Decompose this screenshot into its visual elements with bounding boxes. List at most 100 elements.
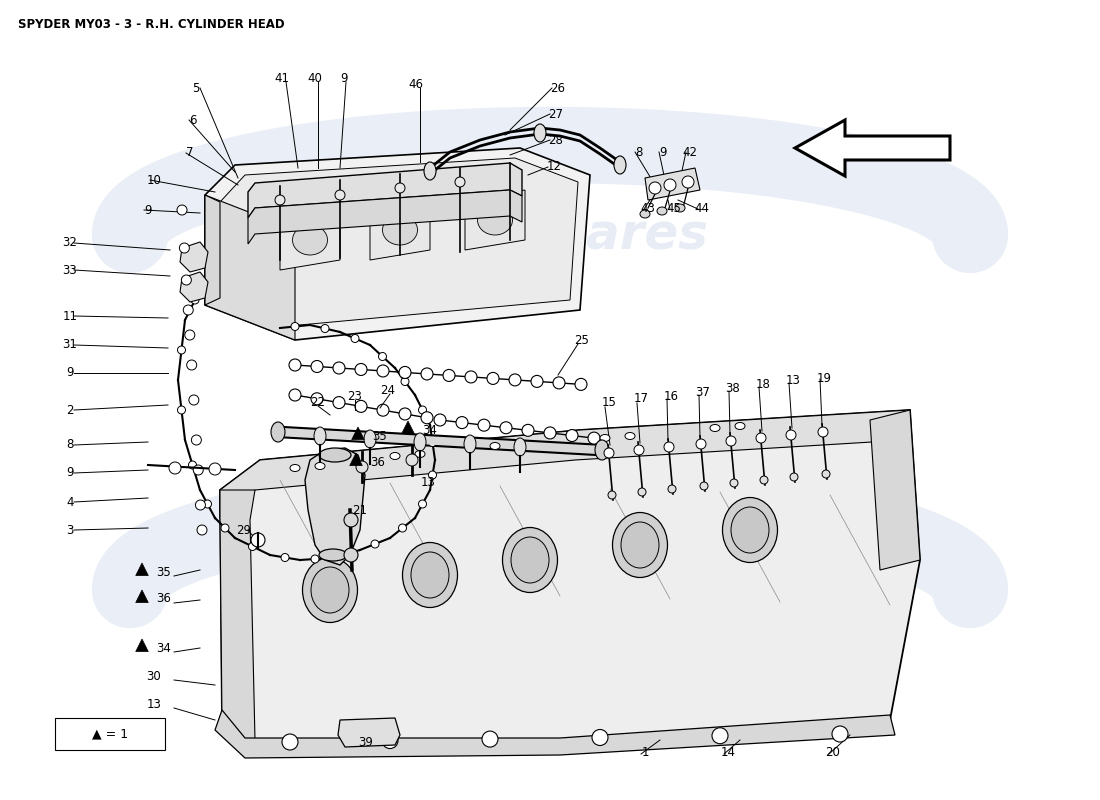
Polygon shape xyxy=(465,190,525,250)
Circle shape xyxy=(429,471,437,479)
Ellipse shape xyxy=(415,450,425,458)
Text: 17: 17 xyxy=(634,393,649,406)
Text: 13: 13 xyxy=(420,475,436,489)
Circle shape xyxy=(478,419,490,431)
Circle shape xyxy=(832,726,848,742)
Circle shape xyxy=(726,436,736,446)
Polygon shape xyxy=(205,195,295,340)
Text: 1: 1 xyxy=(641,746,649,758)
Circle shape xyxy=(395,183,405,193)
Ellipse shape xyxy=(477,205,513,235)
Circle shape xyxy=(760,476,768,484)
Circle shape xyxy=(700,482,708,490)
Ellipse shape xyxy=(735,422,745,430)
Ellipse shape xyxy=(403,542,458,607)
Text: 25: 25 xyxy=(574,334,590,346)
Circle shape xyxy=(204,500,211,508)
Circle shape xyxy=(182,275,191,285)
Text: 34: 34 xyxy=(156,642,170,654)
Circle shape xyxy=(344,513,358,527)
Text: 9: 9 xyxy=(66,366,74,379)
Circle shape xyxy=(575,378,587,390)
Circle shape xyxy=(187,360,197,370)
Polygon shape xyxy=(135,563,149,576)
Ellipse shape xyxy=(534,124,546,142)
Ellipse shape xyxy=(314,427,326,445)
Polygon shape xyxy=(248,163,522,218)
Polygon shape xyxy=(214,710,895,758)
Circle shape xyxy=(604,448,614,458)
Text: 30: 30 xyxy=(146,670,162,682)
Polygon shape xyxy=(135,639,149,651)
Text: 21: 21 xyxy=(352,503,367,517)
Ellipse shape xyxy=(625,433,635,439)
Text: 3: 3 xyxy=(66,523,74,537)
Circle shape xyxy=(531,375,543,387)
Text: 9: 9 xyxy=(340,71,348,85)
Ellipse shape xyxy=(595,440,609,460)
Ellipse shape xyxy=(490,442,500,450)
Circle shape xyxy=(418,500,427,508)
Circle shape xyxy=(696,439,706,449)
Text: 28: 28 xyxy=(549,134,563,146)
Text: 26: 26 xyxy=(550,82,565,94)
Circle shape xyxy=(333,362,345,374)
Text: 36: 36 xyxy=(156,593,170,606)
Text: 8: 8 xyxy=(636,146,642,158)
Text: 27: 27 xyxy=(549,107,563,121)
Circle shape xyxy=(455,177,465,187)
Text: 7: 7 xyxy=(186,146,194,159)
Text: 41: 41 xyxy=(275,71,289,85)
Ellipse shape xyxy=(614,156,626,174)
Circle shape xyxy=(421,368,433,380)
Text: 15: 15 xyxy=(602,397,616,410)
Polygon shape xyxy=(402,421,415,434)
Ellipse shape xyxy=(383,215,418,245)
Polygon shape xyxy=(220,410,920,748)
Circle shape xyxy=(443,370,455,382)
Text: 34: 34 xyxy=(422,423,437,437)
Circle shape xyxy=(377,365,389,377)
Circle shape xyxy=(553,377,565,389)
Text: 10: 10 xyxy=(146,174,162,186)
Circle shape xyxy=(371,540,380,548)
Text: 36: 36 xyxy=(370,455,385,469)
Polygon shape xyxy=(280,210,340,270)
Circle shape xyxy=(188,461,197,469)
Ellipse shape xyxy=(515,441,525,447)
Circle shape xyxy=(634,445,643,455)
Circle shape xyxy=(356,461,369,473)
Polygon shape xyxy=(305,448,365,565)
Text: 8: 8 xyxy=(66,438,74,451)
Circle shape xyxy=(509,374,521,386)
Text: 24: 24 xyxy=(381,383,396,397)
Circle shape xyxy=(189,395,199,405)
Ellipse shape xyxy=(600,434,610,442)
FancyBboxPatch shape xyxy=(55,718,165,750)
Circle shape xyxy=(544,427,556,439)
Circle shape xyxy=(289,389,301,401)
Polygon shape xyxy=(352,427,364,440)
Text: 12: 12 xyxy=(547,161,561,174)
Text: 29: 29 xyxy=(236,523,252,537)
Circle shape xyxy=(177,205,187,215)
Ellipse shape xyxy=(657,207,667,215)
Circle shape xyxy=(321,325,329,333)
Circle shape xyxy=(184,305,194,315)
Ellipse shape xyxy=(732,507,769,553)
Circle shape xyxy=(712,728,728,744)
Text: 14: 14 xyxy=(720,746,736,758)
Circle shape xyxy=(292,322,299,330)
Circle shape xyxy=(487,373,499,385)
Circle shape xyxy=(592,730,608,746)
Circle shape xyxy=(282,734,298,750)
Polygon shape xyxy=(248,190,522,244)
Circle shape xyxy=(790,473,798,481)
Polygon shape xyxy=(180,242,208,272)
Text: 43: 43 xyxy=(640,202,656,215)
Ellipse shape xyxy=(302,558,358,622)
Ellipse shape xyxy=(424,162,436,180)
Circle shape xyxy=(456,417,468,429)
Text: 33: 33 xyxy=(63,263,77,277)
Polygon shape xyxy=(795,120,950,176)
